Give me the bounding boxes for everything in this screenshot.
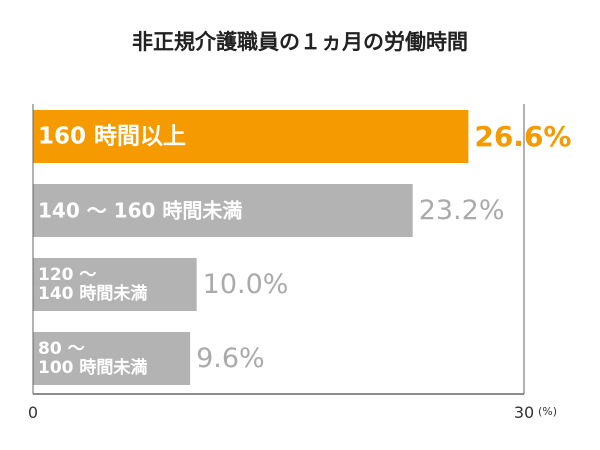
bar-value-label: 26.6% [474,120,571,153]
bar [33,110,469,163]
bar-category-label: 160 時間以上 [38,124,186,150]
bar-category-label: 140 ～ 160 時間未満 [38,199,242,223]
bar [33,332,191,385]
x-axis-unit-label: (%) [538,405,557,418]
bar [33,184,413,237]
bar [33,258,197,311]
bar-category-label: 120 ～ 140 時間未満 [38,265,147,304]
bar-value-label: 10.0% [203,269,289,300]
x-tick-label: 0 [28,403,38,422]
bar-value-label: 9.6% [196,343,265,374]
bar-category-label: 80 ～ 100 時間未満 [38,339,147,378]
chart-title: 非正規介護職員の１ヵ月の労働時間 [132,30,468,54]
bar-value-label: 23.2% [419,195,505,226]
x-tick-label: 30 [514,403,534,422]
